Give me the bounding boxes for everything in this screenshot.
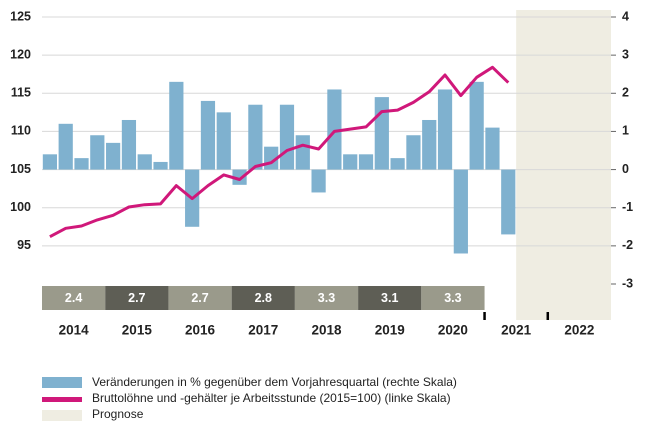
y2-tick-label: 1 [622, 124, 629, 138]
y2-tick-label: -1 [622, 200, 633, 214]
bar [406, 135, 421, 170]
legend-swatch [42, 397, 82, 402]
bar [232, 169, 247, 185]
bar [343, 154, 358, 170]
x-tick-label: 2022 [564, 323, 594, 338]
y-tick-label: 95 [17, 238, 31, 252]
bar [42, 154, 58, 170]
bar [390, 158, 405, 170]
bar [437, 89, 453, 170]
bar [469, 81, 484, 170]
bar [279, 104, 295, 170]
average-box [105, 286, 169, 310]
average-label: 2.7 [128, 291, 145, 305]
y-tick-label: 125 [10, 9, 31, 23]
bar [358, 154, 374, 170]
y2-tick-label: -2 [622, 238, 633, 252]
bar [374, 97, 389, 170]
bar [153, 161, 168, 170]
legend-label: Veränderungen in % gegenüber dem Vorjahr… [92, 375, 457, 389]
y-tick-label: 115 [11, 86, 31, 100]
bar [311, 169, 326, 193]
average-label: 2.8 [255, 291, 272, 305]
average-box [168, 286, 232, 310]
y-tick-label: 110 [11, 124, 31, 138]
forecast-area [516, 10, 611, 320]
bar [58, 123, 73, 170]
legend-swatch [42, 410, 82, 421]
legend-swatch [42, 377, 82, 388]
x-tick-label: 2016 [185, 323, 216, 338]
bar [169, 81, 184, 170]
y-tick-label: 120 [10, 47, 31, 61]
average-label: 2.4 [65, 291, 82, 305]
x-tick-label: 2020 [438, 323, 468, 338]
bar [106, 142, 121, 170]
average-label: 3.3 [318, 291, 335, 305]
x-tick-label: 2015 [122, 323, 153, 338]
bar [422, 119, 437, 170]
y2-tick-label: 2 [622, 86, 629, 100]
y2-tick-label: 3 [622, 47, 629, 61]
average-label: 3.3 [444, 291, 461, 305]
y2-tick-label: -3 [622, 276, 633, 290]
average-label: 2.7 [191, 291, 208, 305]
average-box [42, 286, 106, 310]
average-label: 3.1 [381, 291, 398, 305]
bar [248, 104, 263, 170]
legend-label: Prognose [92, 407, 144, 421]
y2-tick-label: 4 [622, 9, 629, 23]
average-box [358, 286, 422, 310]
x-tick-label: 2021 [501, 323, 532, 338]
line [49, 65, 510, 239]
legend-label: Bruttolöhne und -gehälter je Arbeitsstun… [92, 391, 451, 405]
bar [501, 169, 516, 235]
bar [200, 100, 216, 170]
bar [74, 158, 89, 170]
y-tick-label: 100 [10, 200, 31, 214]
y-tick-label: 105 [10, 162, 31, 176]
average-box [294, 286, 359, 310]
x-tick-label: 2019 [375, 323, 405, 338]
bar [295, 135, 310, 170]
x-tick-label: 2018 [311, 323, 342, 338]
bar [327, 89, 342, 170]
bar [216, 112, 231, 170]
y2-tick-label: 0 [622, 162, 629, 176]
bar [485, 127, 500, 170]
bar [121, 119, 137, 170]
bar [137, 154, 152, 170]
average-box [421, 286, 485, 310]
average-box [231, 286, 295, 310]
x-tick-label: 2014 [59, 323, 90, 338]
bar [453, 169, 468, 254]
bar [90, 135, 105, 170]
x-tick-label: 2017 [248, 323, 278, 338]
